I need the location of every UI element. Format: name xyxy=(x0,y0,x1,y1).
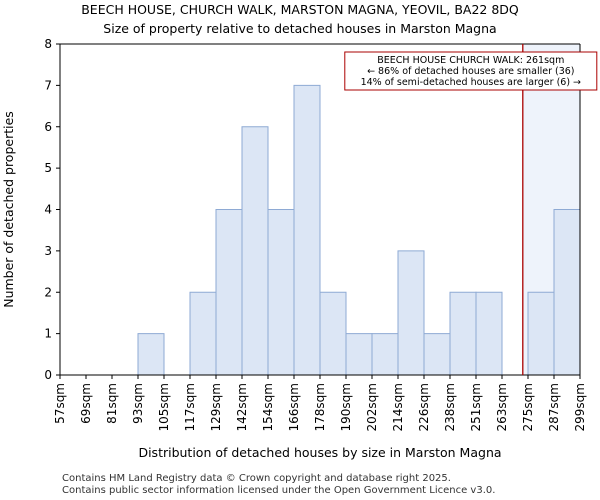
y-tick-label-2: 2 xyxy=(44,285,52,299)
bar-142sqm xyxy=(241,126,269,376)
y-axis-label: Number of detached properties xyxy=(1,111,16,308)
x-tick-label-69sqm: 69sqm xyxy=(79,383,93,424)
y-tick-label-7: 7 xyxy=(44,78,52,92)
x-tick-label-263sqm: 263sqm xyxy=(495,383,509,431)
annotation-line-2: ← 86% of detached houses are smaller (36… xyxy=(367,66,574,77)
y-tick-label-1: 1 xyxy=(44,327,52,341)
y-tick-label-5: 5 xyxy=(44,161,52,175)
x-tick-label-226sqm: 226sqm xyxy=(417,383,431,431)
x-tick-label-129sqm: 129sqm xyxy=(209,383,223,431)
bar-93sqm xyxy=(137,333,165,376)
footer-licence: Contains public sector information licen… xyxy=(62,485,496,496)
annotation-line-1: BEECH HOUSE CHURCH WALK: 261sqm xyxy=(377,55,564,66)
x-tick-label-81sqm: 81sqm xyxy=(105,383,119,424)
bar-287sqm xyxy=(553,209,581,376)
bar-238sqm xyxy=(449,291,477,376)
x-tick-label-214sqm: 214sqm xyxy=(391,383,405,431)
footer-copyright: Contains HM Land Registry data © Crown c… xyxy=(62,473,451,484)
y-tick-label-4: 4 xyxy=(44,203,52,217)
bar-226sqm xyxy=(423,333,451,376)
x-tick-label-275sqm: 275sqm xyxy=(521,383,535,431)
y-tick-label-6: 6 xyxy=(44,120,52,134)
bar-117sqm xyxy=(189,291,217,376)
chart-title-line1: BEECH HOUSE, CHURCH WALK, MARSTON MAGNA,… xyxy=(81,2,519,17)
x-tick-label-93sqm: 93sqm xyxy=(131,383,145,424)
annotation-box xyxy=(344,51,598,91)
x-tick-label-251sqm: 251sqm xyxy=(469,383,483,431)
annotation-line-3: 14% of semi-detached houses are larger (… xyxy=(361,77,581,88)
x-tick-label-238sqm: 238sqm xyxy=(443,383,457,431)
bar-178sqm xyxy=(319,291,347,376)
x-tick-label-287sqm: 287sqm xyxy=(547,383,561,431)
bar-214sqm xyxy=(397,250,425,376)
x-tick-label-190sqm: 190sqm xyxy=(339,383,353,431)
x-tick-label-166sqm: 166sqm xyxy=(287,383,301,431)
x-axis-label: Distribution of detached houses by size … xyxy=(138,445,501,460)
x-tick-label-178sqm: 178sqm xyxy=(313,383,327,431)
bar-251sqm xyxy=(475,291,503,376)
x-tick-label-57sqm: 57sqm xyxy=(53,383,67,424)
bar-190sqm xyxy=(345,333,373,376)
x-tick-label-105sqm: 105sqm xyxy=(157,383,171,431)
y-tick-label-8: 8 xyxy=(44,37,52,51)
bar-166sqm xyxy=(293,84,321,376)
y-tick-label-0: 0 xyxy=(44,368,52,382)
x-tick-label-142sqm: 142sqm xyxy=(235,383,249,431)
bar-202sqm xyxy=(371,333,399,376)
x-tick-label-299sqm: 299sqm xyxy=(573,383,587,431)
bar-129sqm xyxy=(215,209,243,376)
x-tick-label-202sqm: 202sqm xyxy=(365,383,379,431)
chart-title-line2: Size of property relative to detached ho… xyxy=(103,21,497,36)
bar-154sqm xyxy=(267,209,295,376)
y-tick-label-3: 3 xyxy=(44,244,52,258)
x-tick-label-117sqm: 117sqm xyxy=(183,383,197,431)
bar-275sqm xyxy=(527,291,555,376)
x-tick-label-154sqm: 154sqm xyxy=(261,383,275,431)
